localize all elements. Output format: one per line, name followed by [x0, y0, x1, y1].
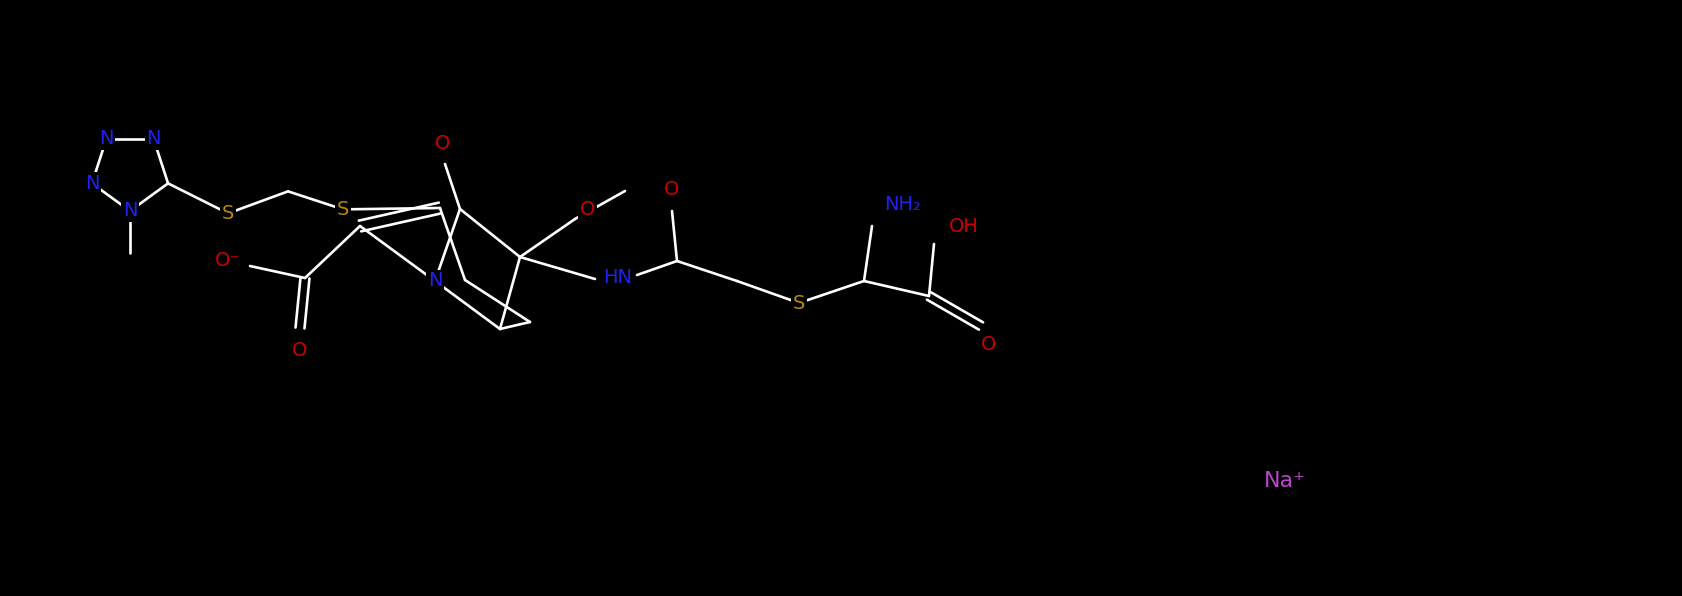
Text: N: N [84, 174, 99, 193]
Text: NH₂: NH₂ [883, 194, 920, 213]
Text: N: N [146, 129, 161, 148]
Text: N: N [427, 272, 442, 290]
Text: HN: HN [602, 268, 632, 287]
Text: O⁻: O⁻ [214, 252, 241, 271]
Text: O: O [664, 179, 680, 198]
Text: S: S [336, 200, 350, 219]
Text: S: S [222, 204, 234, 223]
Text: S: S [792, 293, 804, 312]
Text: OH: OH [949, 216, 979, 235]
Text: N: N [99, 129, 114, 148]
Text: N: N [123, 201, 138, 221]
Text: O: O [293, 340, 308, 359]
Text: O: O [436, 135, 451, 154]
Text: O: O [981, 334, 996, 353]
Text: Na⁺: Na⁺ [1263, 471, 1305, 491]
Text: O: O [580, 200, 595, 219]
